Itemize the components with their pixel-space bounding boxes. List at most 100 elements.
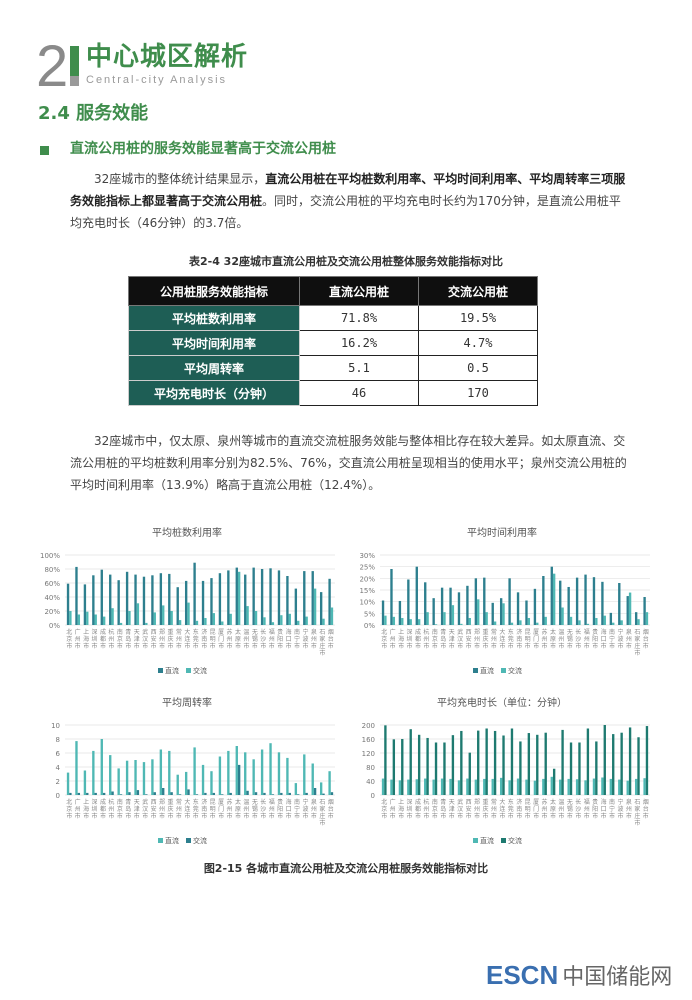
chapter-accent-bar [70,46,79,76]
table-header-row: 公用桩服务效能指标 直流公用桩 交流公用桩 [128,276,538,306]
bar-直流-成都市 [415,779,418,795]
x-tick-label: 长沙市 [575,628,581,650]
bar-直流-南京市 [117,768,120,795]
bar-交流-天津市 [451,605,455,625]
bar-直流-深圳市 [92,575,95,625]
bar-交流-郑州市 [477,599,480,625]
bar-交流-上海市 [86,792,89,795]
bar-直流-烟台市 [643,778,646,795]
bar-交流-南京市 [119,622,123,625]
x-tick-label: 武汉市 [457,628,463,650]
x-tick-label: 成都市 [415,628,421,650]
bar-交流-石家庄市 [637,737,640,795]
x-tick-label: 郑州市 [159,798,165,820]
bar-交流-东莞市 [510,622,514,625]
bar-交流-大连市 [502,603,505,625]
y-tick-label: 100% [40,552,60,560]
bar-交流-温州市 [561,607,564,625]
table-cell: 平均周转率 [128,355,300,381]
x-tick-label: 杭州市 [108,798,114,820]
bar-直流-海口市 [601,777,604,795]
bar-直流-长沙市 [260,749,264,795]
table-row: 平均时间利用率 16.2% 4.7% [128,330,538,356]
bar-交流-深圳市 [409,729,412,795]
x-tick-label: 天津市 [449,799,455,820]
bar-交流-厦门市 [536,622,539,625]
bar-直流-泉州市 [626,780,629,795]
x-tick-label: 石家庄市 [634,799,640,827]
bar-交流-烟台市 [645,726,649,795]
x-tick-label: 东莞市 [193,628,199,650]
bar-交流-上海市 [401,739,404,795]
bar-直流-郑州市 [159,749,163,795]
comparison-table: 公用桩服务效能指标 直流公用桩 交流公用桩 平均桩数利用率 71.8% 19.5% … [128,276,538,406]
x-tick-label: 重庆市 [167,798,173,820]
bar-交流-重庆市 [485,728,488,795]
legend-swatch [473,668,478,673]
bar-交流-重庆市 [170,792,173,795]
bar-直流-青岛市 [125,571,129,625]
section-subtitle: 直流公用桩的服务效能显著高于交流公用桩 [70,141,336,157]
bar-直流-天津市 [134,574,137,625]
figure-caption: 图2-15 各城市直流公用桩及交流公用桩服务效能指标对比 [203,862,489,875]
bar-直流-大连市 [184,580,188,625]
y-tick-label: 80 [366,764,375,772]
x-tick-label: 昆明市 [525,629,531,650]
bar-直流-石家庄市 [319,592,323,625]
bar-交流-宁波市 [620,620,623,625]
x-tick-label: 济南市 [516,798,522,820]
x-tick-label: 深圳市 [407,798,413,820]
bar-直流-宁波市 [618,583,621,625]
x-tick-label: 大连市 [184,628,190,650]
bar-交流-青岛市 [128,611,131,625]
bar-直流-青岛市 [125,760,129,795]
bullet-square-icon [40,146,49,155]
escn-logo: ESCN 中国储能网 [486,960,672,993]
bar-直流-广州市 [390,569,393,625]
bar-直流-东莞市 [193,747,196,795]
x-tick-label: 青岛市 [125,798,131,820]
bar-直流-长沙市 [260,569,264,625]
bar-交流-苏州市 [229,613,232,625]
x-tick-label: 广州市 [390,628,396,650]
bar-直流-昆明市 [210,578,213,625]
table-row: 平均周转率 5.1 0.5 [128,355,538,381]
x-tick-label: 西安市 [151,799,157,820]
bar-交流-南京市 [119,794,123,795]
table-row: 平均桩数利用率 71.8% 19.5% [128,305,538,331]
bar-直流-南宁市 [609,612,613,625]
bar-直流-西安市 [466,778,469,795]
bar-直流-石家庄市 [319,782,323,795]
legend-label: 直流 [480,666,494,675]
bar-交流-天津市 [136,603,140,625]
bar-交流-贵阳市 [595,741,598,795]
bar-直流-天津市 [449,778,452,795]
chart-title: 平均周转率 [162,696,212,709]
x-tick-label: 温州市 [243,798,249,820]
bar-交流-福州市 [271,622,275,625]
bar-交流-深圳市 [409,619,412,625]
bar-直流-厦门市 [533,780,537,795]
chart-charging-duration: 平均充电时长（单位：分钟） 0 40 80 120 160 200 北京市广州市上海市深圳市成… [362,696,650,845]
bar-交流-泉州市 [628,727,632,795]
bar-直流-无锡市 [567,586,570,625]
table-header: 直流公用桩 [299,276,419,306]
x-tick-label: 常州市 [176,798,182,820]
bar-交流-常州市 [493,621,497,625]
bar-直流-无锡市 [567,778,570,795]
x-tick-label: 石家庄市 [319,799,325,827]
bar-直流-西安市 [466,585,469,625]
bar-交流-北京市 [69,792,72,795]
x-tick-label: 石家庄市 [319,629,325,657]
bar-直流-无锡市 [252,567,255,625]
table-row: 平均充电时长（分钟） 46 170 [128,380,538,406]
bar-直流-武汉市 [457,592,461,625]
bar-交流-南宁市 [612,622,615,625]
x-tick-label: 南宁市 [294,628,300,650]
bar-交流-杭州市 [111,791,114,795]
bar-交流-杭州市 [111,608,114,625]
bar-直流-泉州市 [311,571,314,625]
bar-直流-广州市 [75,566,78,625]
bar-交流-苏州市 [544,732,547,795]
bar-交流-深圳市 [94,792,97,795]
